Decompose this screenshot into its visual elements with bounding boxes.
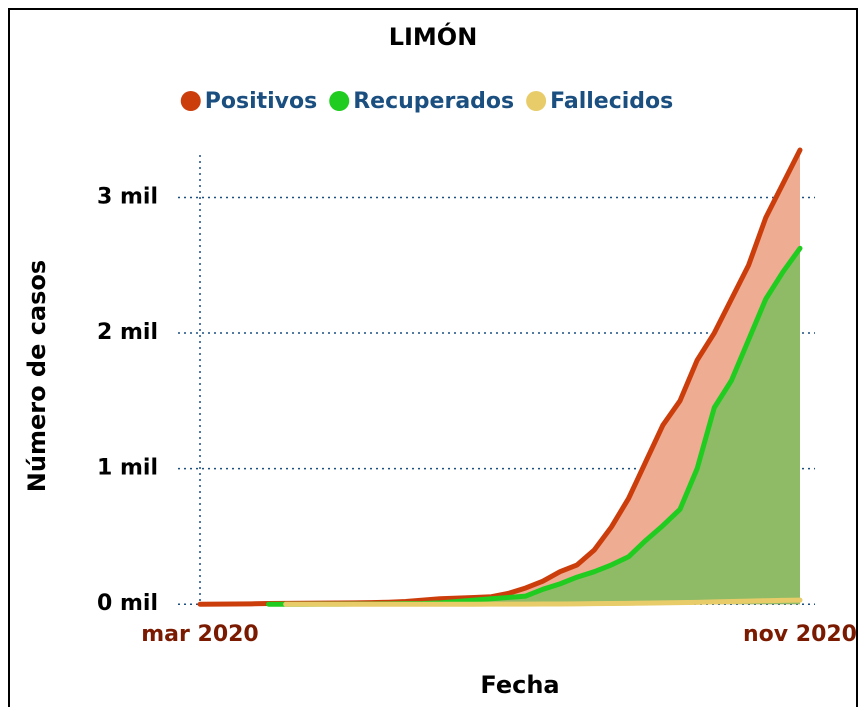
x-tick-label: mar 2020 bbox=[141, 622, 259, 647]
chart-title: LIMÓN bbox=[389, 21, 478, 51]
legend-label: Fallecidos bbox=[550, 89, 673, 114]
legend-label: Recuperados bbox=[353, 89, 514, 114]
line bbox=[283, 597, 803, 607]
legend-marker bbox=[526, 91, 547, 111]
legend-marker bbox=[329, 91, 350, 111]
legend-label: Positivos bbox=[205, 89, 317, 114]
area bbox=[268, 248, 801, 605]
x-axis-label: Fecha bbox=[480, 671, 559, 699]
y-tick-label: 3 mil bbox=[97, 184, 158, 209]
x-tick-label: nov 2020 bbox=[743, 622, 857, 647]
y-axis-label: Número de casos bbox=[23, 260, 51, 492]
area bbox=[200, 150, 800, 605]
y-tick-label: 2 mil bbox=[97, 320, 158, 345]
y-tick-label: 0 mil bbox=[97, 591, 158, 616]
y-tick-label: 1 mil bbox=[97, 456, 158, 481]
legend-marker bbox=[180, 91, 201, 111]
